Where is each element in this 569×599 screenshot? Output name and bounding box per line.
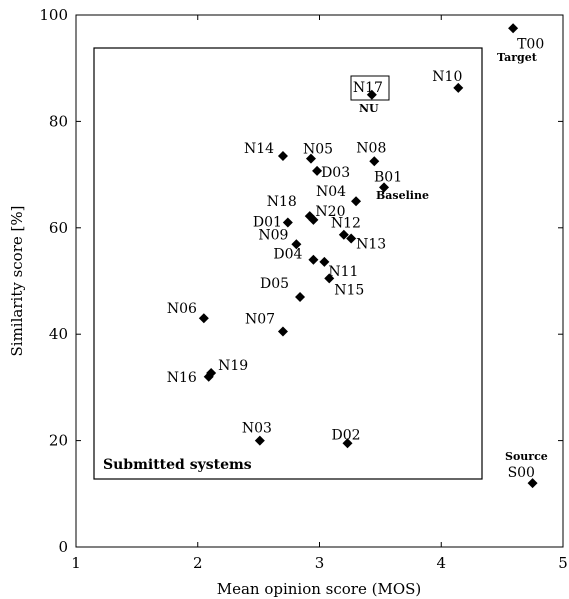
source-annotation: Source	[505, 450, 548, 463]
point-d01	[282, 217, 293, 228]
point-t00	[508, 23, 519, 34]
label-n06: N06	[167, 301, 197, 317]
label-s00: S00	[508, 465, 535, 481]
label-n08: N08	[356, 140, 386, 156]
submitted-systems-box	[93, 47, 483, 480]
label-n04: N04	[316, 184, 346, 200]
x-tick-label: 2	[193, 554, 203, 572]
label-t00: T00	[517, 36, 544, 52]
submitted-systems-label: Submitted systems	[103, 457, 252, 473]
label-n17: N17	[353, 80, 383, 96]
point-n15	[324, 273, 335, 284]
point-n17	[366, 89, 377, 100]
label-d03: D03	[321, 165, 350, 181]
y-tick-label: 60	[49, 219, 68, 237]
label-n19: N19	[218, 358, 248, 374]
label-n16: N16	[167, 370, 197, 386]
x-axis-label: Mean opinion score (MOS)	[217, 580, 422, 598]
point-n20	[308, 214, 319, 225]
label-n03: N03	[242, 421, 272, 437]
label-d05: D05	[260, 276, 289, 292]
y-tick-label: 0	[58, 538, 68, 556]
baseline-annotation: Baseline	[376, 189, 429, 202]
target-annotation: Target	[497, 51, 538, 64]
label-n20: N20	[315, 204, 345, 220]
n17-highlight-box	[350, 75, 390, 101]
axis-ticks: 1 2 3 4 5 0 20 40 60 80 100	[39, 6, 567, 572]
label-d01: D01	[253, 214, 282, 230]
y-tick-label: 20	[49, 432, 68, 450]
point-n07	[277, 326, 288, 337]
label-n13: N13	[356, 236, 386, 252]
point-d05	[295, 291, 306, 302]
data-points	[198, 23, 538, 489]
label-d02: D02	[332, 427, 361, 443]
x-tick-label: 3	[315, 554, 325, 572]
point-n03	[254, 435, 265, 446]
label-n07: N07	[245, 312, 275, 328]
point-n16	[203, 371, 214, 382]
nu-annotation: NU	[359, 102, 379, 115]
label-n09: N09	[258, 227, 288, 243]
point-n05	[305, 153, 316, 164]
label-n11: N11	[328, 264, 358, 280]
label-b01: B01	[374, 169, 402, 185]
point-s00	[527, 478, 538, 489]
point-n09	[291, 239, 302, 250]
y-tick-label: 40	[49, 325, 68, 343]
point-d04	[308, 254, 319, 265]
x-tick-label: 4	[436, 554, 446, 572]
x-tick-label: 5	[558, 554, 568, 572]
label-d04: D04	[273, 247, 302, 263]
point-b01	[379, 182, 390, 193]
point-d03	[312, 165, 323, 176]
point-n12	[338, 229, 349, 240]
point-n06	[198, 313, 209, 324]
y-tick-label: 80	[49, 112, 68, 130]
point-n10	[453, 82, 464, 93]
label-n15: N15	[334, 282, 364, 298]
y-axis-label: Similarity score [%]	[8, 206, 26, 357]
point-n04	[351, 196, 362, 207]
point-n11	[319, 256, 330, 267]
x-tick-label: 1	[71, 554, 81, 572]
y-tick-label: 100	[39, 6, 68, 24]
label-n12: N12	[331, 216, 361, 232]
point-n14	[277, 150, 288, 161]
point-d02	[342, 438, 353, 449]
point-n08	[369, 156, 380, 167]
label-n05: N05	[303, 142, 333, 158]
label-n10: N10	[432, 69, 462, 85]
point-n13	[346, 233, 357, 244]
label-n14: N14	[244, 141, 274, 157]
label-n18: N18	[267, 194, 297, 210]
